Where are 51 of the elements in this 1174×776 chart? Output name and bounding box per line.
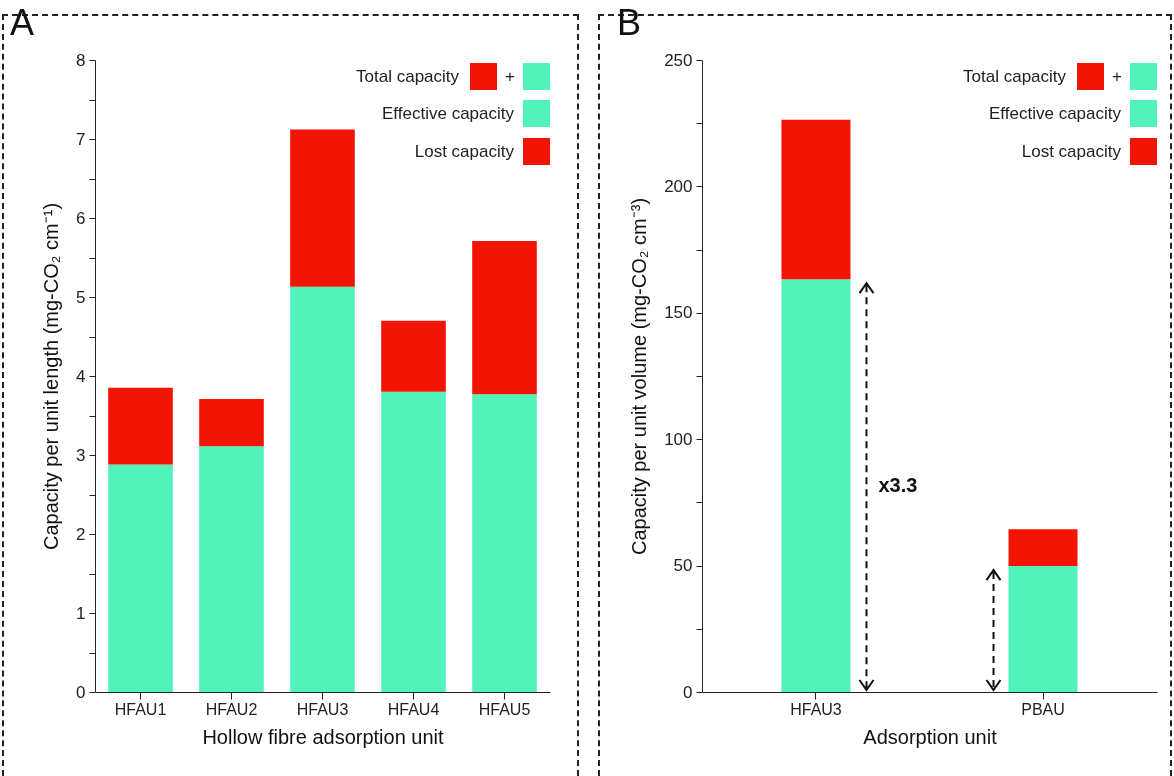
y-tick-label: 4: [76, 366, 86, 386]
y-tick-label: 100: [664, 429, 693, 449]
bar: [781, 119, 851, 280]
y-tick-label: 200: [664, 176, 693, 196]
annotation: +: [1112, 66, 1122, 87]
annotation: +: [505, 66, 515, 87]
x-tick-label: HFAU1: [114, 700, 167, 718]
y-tick-label: 1: [76, 603, 86, 623]
annotation: Total capacity: [356, 66, 460, 87]
legend-label: Effective capacity: [382, 103, 515, 123]
x-tick-label: HFAU3: [296, 700, 349, 718]
annotation: x3.3: [878, 473, 918, 497]
y-tick-label: 0: [683, 682, 693, 702]
x-tick-label: HFAU2: [205, 700, 258, 718]
bar: [290, 129, 355, 287]
annotation: Total capacity: [963, 66, 1067, 87]
bar: [381, 320, 446, 392]
y-tick-label: 3: [76, 445, 86, 465]
y-tick-label: 0: [76, 682, 86, 702]
y-axis-title: Capacity per unit length (mg-CO₂ cm⁻¹): [40, 202, 63, 551]
bar: [781, 279, 851, 692]
y-tick-label: 6: [76, 208, 86, 228]
y-tick-label: 150: [664, 303, 693, 323]
bar: [108, 464, 173, 692]
bar: [472, 240, 537, 395]
bar: [199, 446, 264, 692]
y-tick-label: 8: [76, 50, 86, 70]
y-axis-title: Capacity per unit volume (mg-CO₂ cm⁻³): [628, 197, 651, 556]
legend-label: Lost capacity: [1021, 141, 1122, 161]
y-tick-label: 7: [76, 129, 86, 149]
y-tick-label: 50: [673, 556, 693, 576]
x-tick-label: HFAU3: [790, 700, 842, 718]
y-tick-label: 250: [664, 50, 693, 70]
x-tick-label: HFAU5: [478, 700, 531, 718]
x-tick-label: PBAU: [1021, 700, 1065, 718]
bar: [1008, 566, 1078, 692]
legend-label: Lost capacity: [414, 141, 515, 161]
x-axis-title: Adsorption unit: [863, 725, 998, 748]
y-tick-label: 2: [76, 524, 86, 544]
bar: [1008, 529, 1078, 567]
chart-title: B: [617, 2, 642, 43]
x-axis-title: Hollow fibre adsorption unit: [202, 725, 445, 748]
bar: [472, 394, 537, 692]
bar: [108, 387, 173, 465]
bar: [381, 391, 446, 692]
legend-label: Effective capacity: [989, 103, 1122, 123]
y-tick-label: 5: [76, 287, 86, 307]
bar: [199, 398, 264, 447]
chart-title: A: [10, 2, 35, 43]
x-tick-label: HFAU4: [387, 700, 440, 718]
bar: [290, 286, 355, 692]
